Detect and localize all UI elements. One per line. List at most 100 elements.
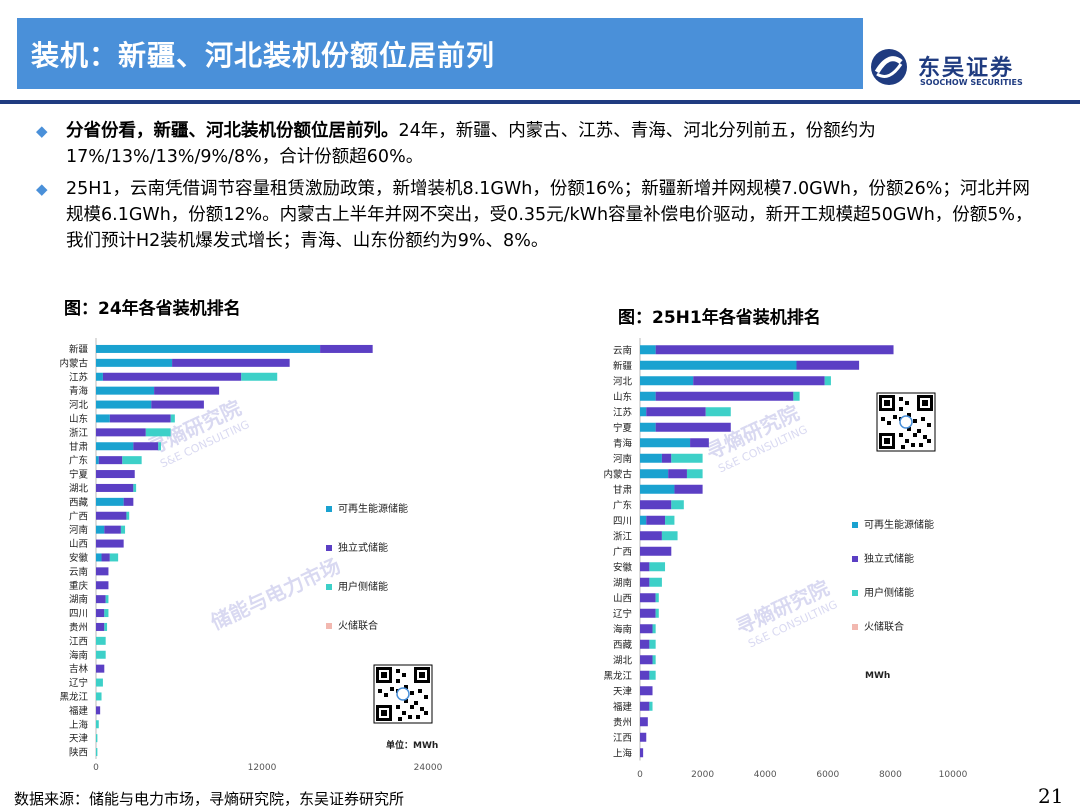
bar-segment — [690, 438, 709, 448]
bar-segment — [640, 546, 672, 556]
bar-segment — [96, 734, 98, 743]
bar-segment — [705, 407, 731, 417]
legend-label: 可再生能源储能 — [338, 502, 408, 515]
x-tick-label: 12000 — [248, 763, 277, 773]
category-label: 山西 — [69, 539, 88, 550]
bar-segment — [640, 639, 650, 649]
soochow-logo-icon — [871, 49, 907, 85]
x-tick-label: 4000 — [754, 770, 777, 780]
category-label: 广西 — [613, 546, 632, 558]
bar-segment — [649, 670, 656, 680]
bar-segment — [96, 483, 134, 492]
bar-segment — [96, 650, 106, 659]
category-label: 河南 — [613, 453, 632, 465]
bar-segment — [640, 360, 797, 370]
category-label: 云南 — [69, 566, 88, 578]
category-label: 云南 — [613, 344, 632, 356]
bar-segment — [649, 701, 653, 711]
bar-segment — [145, 428, 171, 437]
bar-segment — [96, 442, 134, 451]
legend-swatch — [852, 624, 858, 630]
bar-segment — [96, 358, 173, 367]
page-number: 21 — [1038, 784, 1064, 808]
bar-segment — [96, 553, 102, 562]
bar-segment — [96, 525, 105, 534]
category-label: 广东 — [613, 499, 632, 511]
bar-segment — [665, 515, 675, 525]
category-label: 贵州 — [613, 716, 632, 728]
bar-segment — [640, 748, 644, 758]
bar-segment — [96, 386, 155, 395]
x-tick-label: 0 — [637, 770, 643, 780]
category-label: 江苏 — [69, 371, 89, 383]
bar-segment — [655, 608, 659, 618]
bar-segment — [101, 553, 110, 562]
bar-segment — [640, 500, 672, 510]
bar-segment — [96, 414, 110, 423]
x-tick-label: 10000 — [939, 770, 968, 780]
bar-segment — [652, 655, 656, 665]
bar-segment — [96, 636, 106, 645]
category-label: 江苏 — [613, 406, 633, 418]
bar-segment — [154, 386, 220, 395]
bar-segment — [158, 442, 162, 451]
bar-segment — [640, 655, 653, 665]
bar-segment — [796, 360, 860, 370]
bar-segment — [640, 701, 650, 711]
diamond-bullet-icon: ◆ — [36, 180, 48, 198]
category-label: 新疆 — [613, 360, 633, 372]
x-tick-label: 6000 — [816, 770, 839, 780]
category-label: 内蒙古 — [59, 357, 88, 369]
bar-segment — [668, 469, 687, 479]
bar-segment — [661, 531, 678, 541]
category-label: 河北 — [613, 375, 633, 387]
category-label: 山东 — [613, 391, 632, 403]
category-label: 四川 — [613, 516, 632, 527]
legend-label: 独立式储能 — [864, 552, 914, 565]
bar-segment — [661, 453, 672, 463]
bar-segment — [133, 483, 137, 492]
bullet-2-text: 25H1，云南凭借调节容量租赁激励政策，新增装机8.1GWh，份额16%；新疆新… — [66, 179, 1033, 251]
category-label: 西藏 — [613, 639, 633, 651]
bullet-2: ◆ 25H1，云南凭借调节容量租赁激励政策，新增装机8.1GWh，份额16%；新… — [36, 176, 1046, 254]
category-label: 宁夏 — [613, 422, 633, 434]
logo-cn-text: 东吴证券 — [918, 56, 1015, 81]
category-label: 湖北 — [613, 655, 633, 666]
bar-segment — [640, 562, 650, 572]
bullet-1-text: 24年，新疆、内蒙古、江苏、青海、河北分列前五，份额约为17%/13%/13%/… — [66, 121, 876, 167]
bar-segment — [640, 407, 647, 417]
bar-segment — [241, 372, 278, 381]
bar-segment — [96, 344, 321, 353]
legend-swatch — [326, 623, 332, 629]
bar-segment — [96, 567, 109, 576]
bar-segment — [640, 484, 675, 494]
bar-segment — [96, 497, 124, 506]
bar-segment — [123, 497, 134, 506]
bar-segment — [96, 581, 109, 590]
bar-segment — [109, 553, 119, 562]
category-label: 天津 — [613, 686, 633, 697]
category-label: 新疆 — [69, 343, 89, 355]
category-label: 山东 — [69, 413, 88, 425]
watermark-cn: 储能与电力市场 — [207, 554, 344, 635]
legend-swatch — [326, 584, 332, 590]
bar-segment — [126, 511, 130, 520]
category-label: 浙江 — [69, 427, 89, 439]
title-bar: 装机：新疆、河北装机份额位居前列 — [17, 18, 863, 89]
bar-segment — [96, 470, 135, 479]
bar-segment — [102, 372, 242, 381]
legend-swatch — [326, 506, 332, 512]
category-label: 陕西 — [69, 747, 88, 759]
category-label: 江西 — [613, 733, 632, 744]
bar-segment — [133, 442, 159, 451]
bullet-1-bold: 分省份看，新疆、河北装机份额位居前列。 — [66, 121, 399, 141]
bar-segment — [824, 376, 831, 386]
bar-segment — [96, 372, 103, 381]
category-label: 安徽 — [613, 561, 633, 573]
legend-swatch — [852, 556, 858, 562]
bar-segment — [170, 414, 175, 423]
bar-segment — [96, 428, 146, 437]
qr-code-icon — [373, 664, 433, 724]
